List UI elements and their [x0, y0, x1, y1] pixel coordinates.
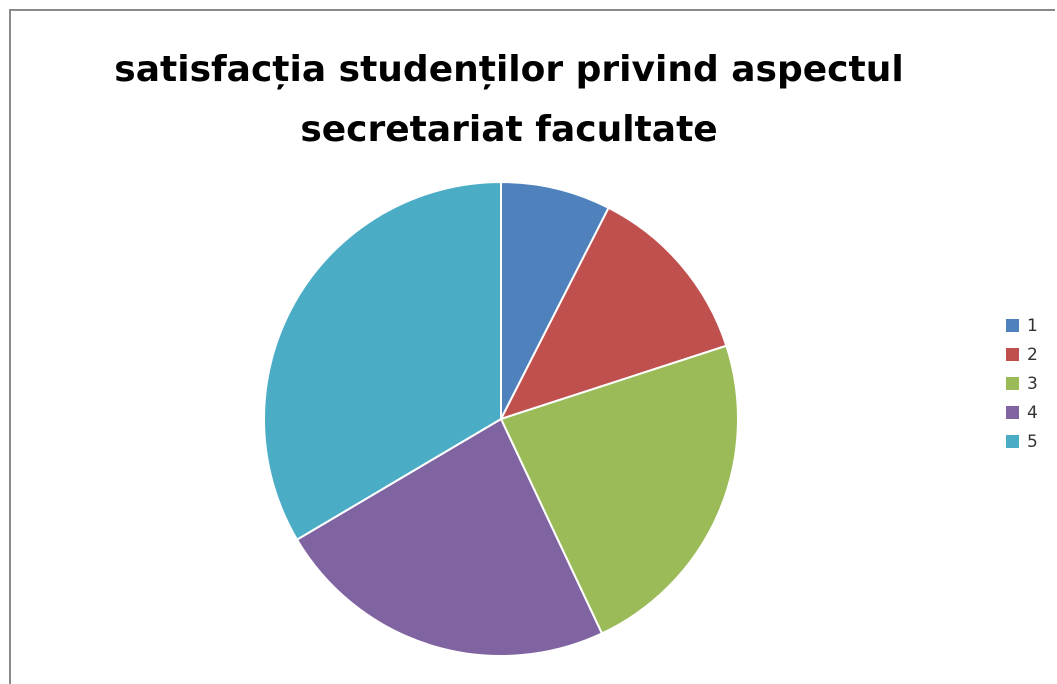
legend-swatch — [1006, 348, 1019, 361]
legend-label: 1 — [1027, 315, 1038, 336]
legend-label: 5 — [1027, 431, 1038, 452]
pie-slice-5 — [263, 180, 502, 542]
legend-item: 2 — [1006, 340, 1038, 369]
legend-label: 3 — [1027, 373, 1038, 394]
legend-item: 5 — [1006, 427, 1038, 456]
pie-slice-4 — [295, 417, 604, 657]
legend-item: 1 — [1006, 311, 1038, 340]
pie-slice-1 — [500, 180, 610, 420]
legend-swatch — [1006, 377, 1019, 390]
legend-label: 4 — [1027, 402, 1038, 423]
pie-slice-3 — [499, 344, 739, 635]
legend-item: 3 — [1006, 369, 1038, 398]
legend-item: 4 — [1006, 398, 1038, 427]
legend-swatch — [1006, 435, 1019, 448]
legend: 1 2 3 4 5 — [1006, 311, 1038, 456]
legend-label: 2 — [1027, 344, 1038, 365]
legend-swatch — [1006, 319, 1019, 332]
legend-swatch — [1006, 406, 1019, 419]
pie-slice-2 — [499, 206, 728, 421]
chart-title: satisfacția studenților privind aspectul… — [114, 49, 904, 150]
